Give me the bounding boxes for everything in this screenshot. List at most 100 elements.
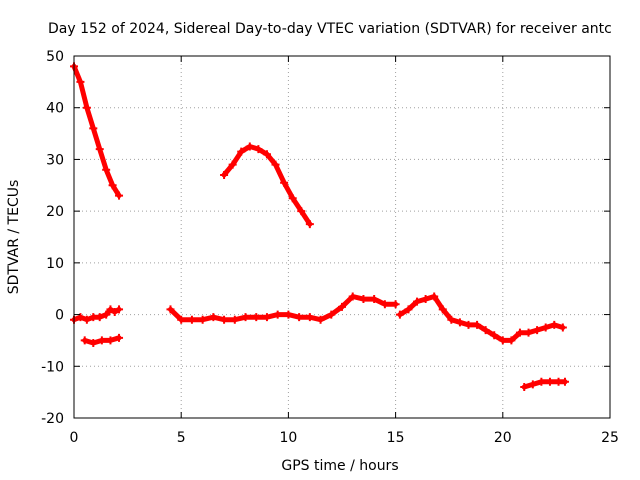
y-tick-label: 20 [46,204,64,220]
data-point [228,160,237,169]
series-segment-4 [168,294,399,323]
data-point [252,313,261,322]
x-tick-label: 5 [177,430,186,446]
data-point [198,315,207,324]
data-point [413,297,422,306]
data-point [473,320,482,329]
data-point [177,315,186,324]
data-point [507,336,516,345]
data-point [338,302,346,311]
y-tick-label: 10 [46,256,64,272]
x-tick-label: 20 [494,430,512,446]
data-point [166,305,175,314]
data-point [438,305,447,314]
data-point [391,300,400,309]
data-point [102,165,111,174]
data-point [187,315,196,324]
data-point [359,295,368,304]
y-tick-label: 0 [55,308,64,324]
data-point [262,150,271,159]
data-point [220,170,229,179]
data-point [108,181,117,190]
chart-title: Day 152 of 2024, Sidereal Day-to-day VTE… [48,21,612,37]
data-point [288,194,297,203]
data-point [537,377,546,386]
data-point [533,326,542,335]
data-point [95,313,104,322]
data-point [421,295,430,304]
data-point [230,315,239,324]
data-point [110,307,119,316]
data-point [524,328,533,337]
series-segment-1 [71,63,122,199]
data-point [89,124,98,133]
data-point [498,336,507,345]
y-tick-label: -10 [41,359,64,375]
data-point [297,207,306,216]
y-tick-label: 30 [46,152,64,168]
data-point [560,377,569,386]
data-point [76,313,85,322]
data-point [490,331,499,340]
data-point [106,336,115,345]
data-point [80,336,89,345]
data-point [380,300,389,309]
data-point [95,145,104,154]
data-point [464,320,473,329]
data-point [348,292,357,301]
data-point [82,315,91,324]
data-point [254,145,263,154]
data-point [115,191,124,200]
data-point [115,333,124,342]
data-point [305,313,314,322]
data-point [520,382,529,391]
data-point [262,313,271,322]
data-point [115,305,124,314]
y-tick-label: 50 [46,49,64,65]
data-point [76,77,85,86]
data-point [550,320,559,329]
data-point [395,310,404,319]
data-point [237,147,246,156]
data-point [370,295,379,304]
data-point [284,310,293,319]
x-tick-label: 25 [601,430,619,446]
data-point [455,318,464,327]
data-point [327,310,336,319]
data-point [447,315,456,324]
data-point [241,313,250,322]
data-point [102,310,111,319]
data-point [245,142,254,151]
data-series [70,62,569,391]
x-tick-label: 15 [387,430,405,446]
x-axis-title: GPS time / hours [281,458,398,474]
data-point [541,323,550,332]
data-point [209,313,218,322]
y-tick-label: 40 [46,101,64,117]
data-point [273,310,282,319]
data-point [295,313,304,322]
data-point [558,323,567,332]
data-point [430,292,439,301]
y-axis-title: SDTVAR / TECUs [6,180,22,295]
data-point [220,315,229,324]
x-tick-label: 10 [279,430,297,446]
data-point [515,328,524,337]
axis-ticks: 0 5 10 15 20 25 -20 -10 0 10 20 30 40 50 [41,49,619,446]
data-point [82,103,91,112]
y-tick-label: -20 [41,411,64,427]
data-point [89,339,98,348]
data-point [97,336,106,345]
data-point [404,305,413,314]
data-point [280,178,289,187]
grid [74,56,610,418]
data-point [305,220,314,229]
data-point [528,380,537,389]
data-point [316,315,325,324]
plot-frame [73,55,611,419]
data-point [106,305,115,314]
x-tick-label: 0 [70,430,79,446]
data-point [271,160,280,169]
series-segment-6 [397,294,566,343]
